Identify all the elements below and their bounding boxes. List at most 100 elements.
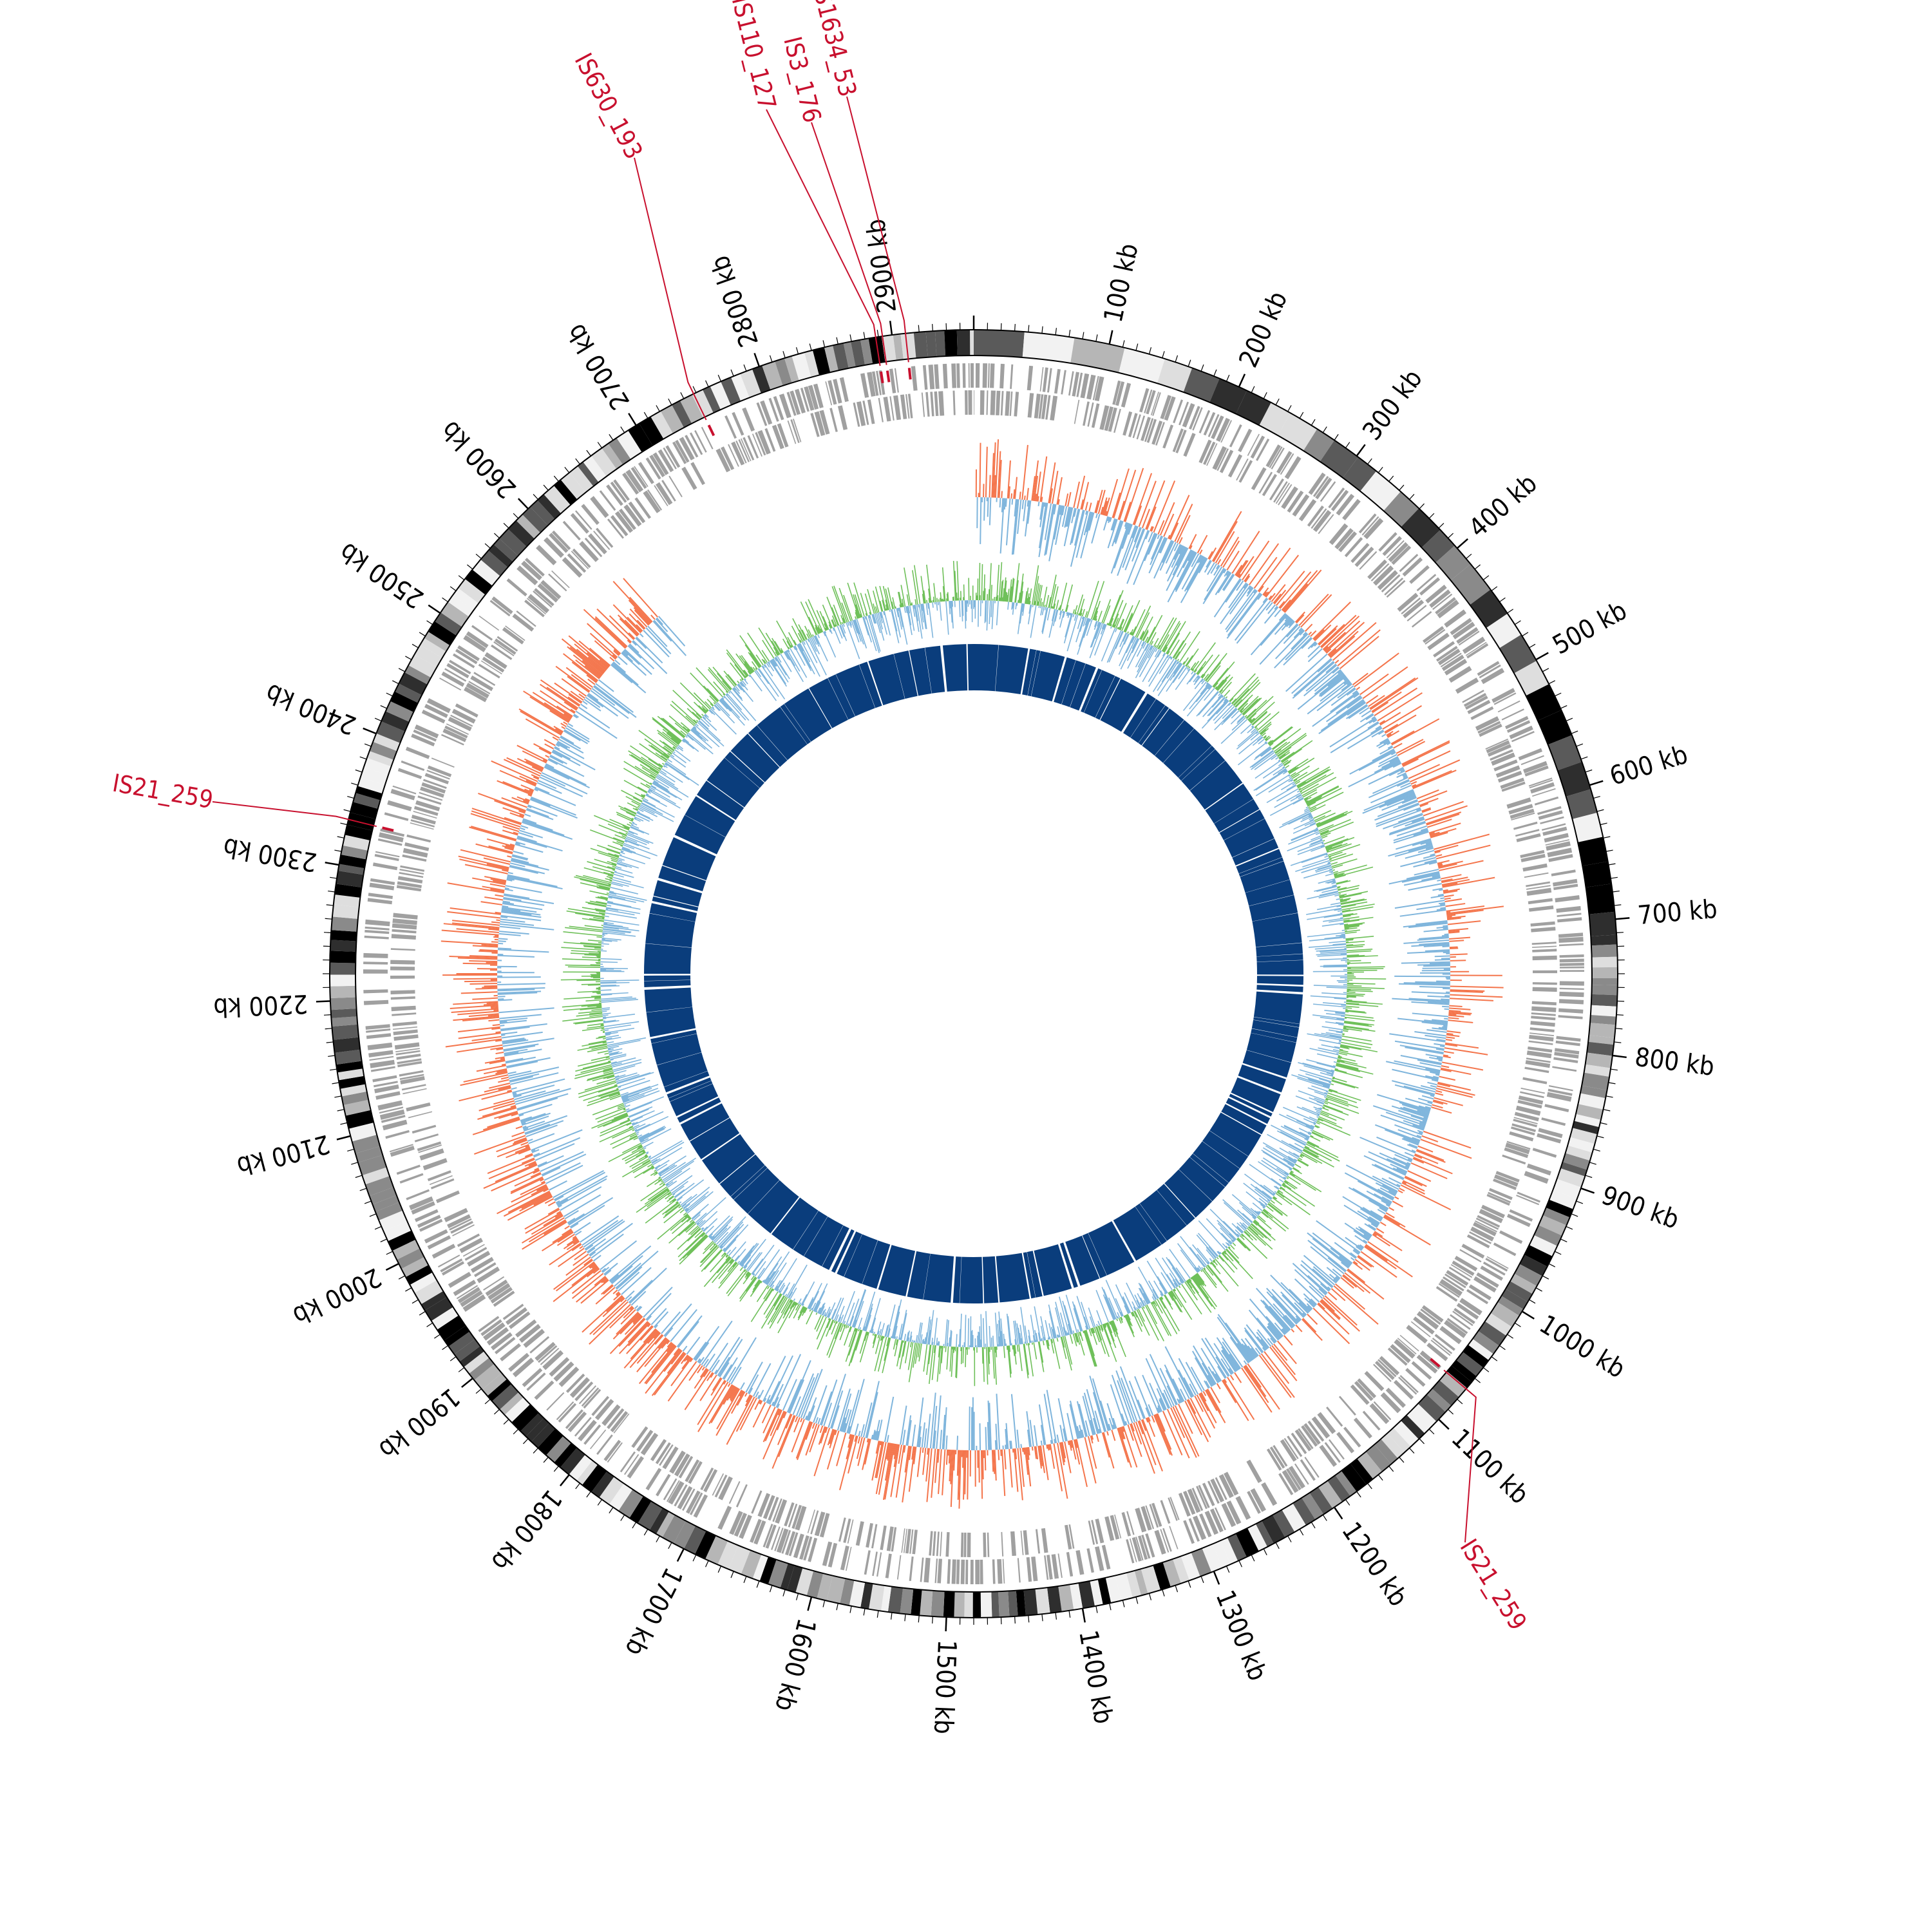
skew-negative xyxy=(506,1057,551,1068)
skew-positive xyxy=(627,616,643,632)
is-mark xyxy=(907,368,912,380)
gc-below xyxy=(1251,725,1254,728)
minor-tick xyxy=(1095,334,1098,342)
gene-feature xyxy=(712,1473,724,1496)
skew-negative xyxy=(1423,1117,1428,1120)
ideogram-band xyxy=(1318,1481,1343,1509)
skew-negative xyxy=(598,679,614,692)
skew-positive xyxy=(1101,1432,1110,1458)
skew-negative xyxy=(1088,512,1095,531)
gene-feature xyxy=(1399,1375,1419,1393)
skew-positive xyxy=(1137,1421,1144,1435)
skew-positive xyxy=(911,1446,914,1460)
gc-above xyxy=(1065,584,1074,612)
gc-below xyxy=(1041,607,1045,616)
skew-positive xyxy=(1448,1017,1459,1019)
skew-positive xyxy=(667,1351,685,1374)
skew-negative xyxy=(503,1045,536,1052)
gc-below xyxy=(1318,878,1336,884)
gene-feature xyxy=(1075,1550,1084,1575)
gc-below xyxy=(1135,643,1149,668)
gc-above xyxy=(1274,741,1291,753)
skew-positive xyxy=(1198,1393,1209,1412)
skew-negative xyxy=(1353,693,1360,699)
skew-positive xyxy=(568,694,582,704)
skew-negative xyxy=(1228,582,1247,609)
gene-feature xyxy=(374,854,399,862)
gc-above xyxy=(1037,585,1043,606)
gc-below xyxy=(1170,663,1182,681)
gene-feature xyxy=(793,1533,804,1558)
gc-below xyxy=(1106,630,1122,663)
skew-negative xyxy=(1223,569,1227,574)
gene-feature xyxy=(1555,895,1580,903)
skew-negative xyxy=(921,1422,925,1448)
ideogram-band xyxy=(780,1563,795,1591)
skew-negative xyxy=(1430,895,1444,899)
skew-negative xyxy=(876,1430,879,1441)
skew-positive xyxy=(1159,502,1175,536)
ideogram-band xyxy=(390,691,418,712)
skew-positive xyxy=(504,847,514,851)
gc-below xyxy=(1197,675,1200,679)
gc-above xyxy=(1059,605,1061,611)
gc-above xyxy=(1251,1223,1271,1242)
skew-negative xyxy=(926,1414,931,1448)
gene-feature xyxy=(1444,609,1466,628)
gene-feature xyxy=(1086,374,1096,400)
gene-feature xyxy=(1538,810,1563,820)
skew-positive xyxy=(623,1307,635,1319)
skew-positive xyxy=(540,679,580,707)
gene-feature xyxy=(1217,448,1229,471)
gene-feature xyxy=(1511,1126,1535,1136)
gene-feature xyxy=(426,698,451,714)
gene-feature xyxy=(1301,1425,1318,1447)
skew-negative xyxy=(1159,1367,1179,1405)
skew-negative xyxy=(505,1057,524,1063)
skew-positive xyxy=(1359,673,1389,696)
gene-feature xyxy=(1074,399,1080,424)
gene-feature xyxy=(1482,1262,1506,1276)
gc-above xyxy=(1297,769,1329,788)
ideogram-band xyxy=(970,329,974,355)
skew-positive xyxy=(1100,506,1104,515)
minor-tick xyxy=(1615,1028,1623,1030)
gene-feature xyxy=(962,363,966,388)
skew-positive xyxy=(1157,1413,1166,1432)
skew-negative xyxy=(1134,1376,1151,1417)
minor-tick xyxy=(1560,705,1567,709)
skew-positive xyxy=(613,649,621,656)
skew-negative xyxy=(1229,1336,1249,1364)
gc-above xyxy=(1270,1200,1275,1204)
gc-below xyxy=(1202,694,1223,717)
skew-negative xyxy=(1438,902,1445,905)
gc-above xyxy=(1331,862,1338,865)
skew-negative xyxy=(1371,1164,1404,1180)
gene-feature xyxy=(1481,1204,1505,1218)
skew-negative xyxy=(1142,1374,1159,1414)
skew-positive xyxy=(938,1449,942,1494)
gc-above xyxy=(1336,1060,1367,1069)
skew-positive xyxy=(726,1386,736,1401)
ideogram-band xyxy=(1387,1428,1411,1453)
skew-negative xyxy=(1427,995,1450,998)
gc-above xyxy=(1242,697,1261,715)
skew-positive xyxy=(487,1154,533,1174)
skew-positive xyxy=(1330,635,1356,658)
gc-above xyxy=(1121,605,1133,631)
gene-feature xyxy=(1546,841,1571,851)
gene-feature xyxy=(756,402,768,426)
skew-negative xyxy=(612,661,627,674)
skew-negative xyxy=(653,620,687,656)
minor-tick xyxy=(398,1275,406,1280)
skew-negative xyxy=(1436,1038,1446,1041)
skew-positive xyxy=(1013,1448,1019,1492)
gc-above xyxy=(1336,1065,1360,1072)
gc-below xyxy=(1315,867,1332,873)
skew-negative xyxy=(569,1204,605,1228)
skew-negative xyxy=(872,1430,876,1440)
gene-feature xyxy=(1506,1141,1531,1150)
skew-positive xyxy=(533,1195,553,1206)
skew-negative xyxy=(564,1210,579,1220)
skew-positive xyxy=(957,1450,961,1500)
